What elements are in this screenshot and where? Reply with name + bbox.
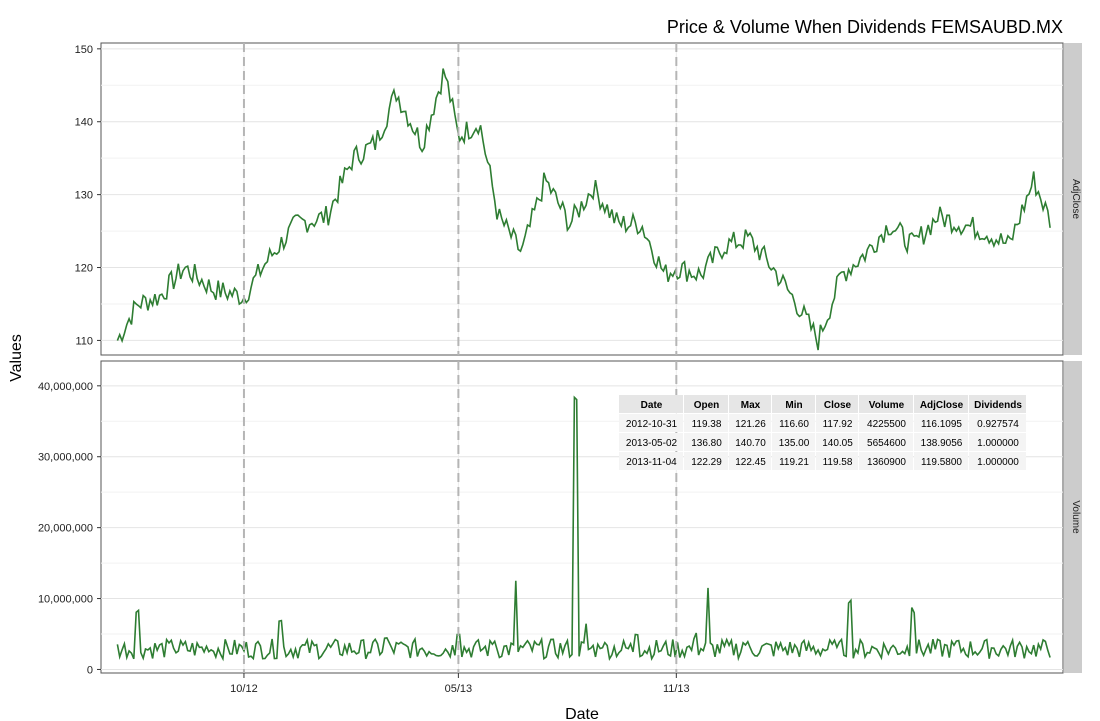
- table-cell-bg: [816, 452, 858, 470]
- volume-line: [116, 395, 1051, 662]
- y-tick-label: 20,000,000: [38, 523, 93, 535]
- x-tick-label: 11/13: [663, 683, 690, 695]
- dividends-table: Date 2012-10-31 2013-05-02 2013-11-04 Open 11…: [619, 395, 1026, 470]
- table-cell-bg: [859, 414, 913, 432]
- table-cell: 140.05: [822, 438, 853, 449]
- table-header-date: Date: [641, 400, 663, 411]
- y-tick-label: 40,000,000: [38, 381, 93, 393]
- table-cell: 138.9056: [921, 438, 963, 449]
- table-cell: 1360900: [867, 457, 906, 468]
- table-cell: 4225500: [867, 419, 906, 430]
- table-cell: 2012-10-31: [626, 419, 678, 430]
- table-cell: 2013-11-04: [626, 457, 677, 468]
- table-cell: 121.26: [735, 419, 766, 430]
- table-cell-bg: [729, 433, 771, 451]
- table-header-cell: [914, 395, 968, 413]
- table-cell: 119.5800: [921, 457, 962, 468]
- table-header-cell: [619, 395, 683, 413]
- table-cell-bg: [859, 452, 913, 470]
- table-cell-bg: [772, 414, 815, 432]
- table-cell-bg: [729, 414, 771, 432]
- y-tick-label: 10,000,000: [38, 594, 93, 606]
- table-header-cell: [816, 395, 858, 413]
- adjclose-panel: 110 120 130 140 150 AdjClose: [75, 42, 1082, 356]
- y-tick-label: 140: [75, 117, 93, 129]
- table-header-cell: [772, 395, 815, 413]
- table-cell: 136.80: [691, 438, 722, 449]
- table-cell-bg: [619, 414, 683, 432]
- panel-strip-label: Volume: [1070, 500, 1081, 534]
- y-tick-label: 30,000,000: [38, 452, 93, 464]
- table-header-adjclose: AdjClose: [920, 400, 964, 411]
- panel-strip: [1064, 361, 1082, 673]
- table-header-open: Open: [694, 400, 720, 411]
- table-header-cell: [859, 395, 913, 413]
- adjclose-line: [116, 68, 1051, 351]
- table-cell: 5654600: [867, 438, 906, 449]
- table-cell: 119.38: [692, 419, 722, 430]
- table-cell-bg: [859, 433, 913, 451]
- x-axis: 10/12 05/13 11/13: [230, 673, 690, 695]
- table-cell-bg: [914, 433, 968, 451]
- table-cell: 116.1095: [921, 419, 962, 430]
- table-cell: 117.92: [823, 419, 853, 430]
- x-axis-label: Date: [565, 706, 599, 721]
- y-tick-label: 150: [75, 44, 93, 56]
- y-tick-label: 130: [75, 190, 93, 202]
- y-tick-label: 0: [87, 664, 93, 676]
- panel-strip: [1064, 43, 1082, 355]
- x-tick-label: 05/13: [445, 683, 473, 695]
- table-cell-bg: [729, 452, 771, 470]
- table-header-dividends: Dividends: [974, 400, 1022, 411]
- table-cell-bg: [684, 452, 728, 470]
- table-cell-bg: [772, 452, 815, 470]
- dividend-markers: [242, 43, 678, 673]
- table-cell: 2013-05-02: [626, 438, 678, 449]
- panel-strip-label: AdjClose: [1070, 179, 1081, 219]
- y-tick-label: 120: [75, 263, 93, 275]
- table-header-volume: Volume: [869, 400, 905, 411]
- table-cell: 122.45: [735, 457, 766, 468]
- table-cell: 135.00: [779, 438, 810, 449]
- table-cell-bg: [619, 433, 683, 451]
- table-cell-bg: [684, 414, 728, 432]
- table-cell-bg: [914, 452, 968, 470]
- table-cell-bg: [969, 452, 1026, 470]
- table-cell: 122.29: [691, 457, 722, 468]
- table-cell: 119.21: [779, 457, 809, 468]
- table-header-cell: [684, 395, 728, 413]
- table-header-max: Max: [741, 400, 761, 411]
- table-cell-bg: [619, 452, 683, 470]
- table-cell-bg: [969, 414, 1026, 432]
- table-header-cell: [969, 395, 1026, 413]
- y-tick-label: 110: [75, 335, 93, 347]
- table-cell-bg: [914, 414, 968, 432]
- table-cell: 119.58: [823, 457, 853, 468]
- table-header-cell: [729, 395, 771, 413]
- table-header-close: Close: [824, 400, 852, 411]
- table-cell: 140.70: [735, 438, 766, 449]
- y-axis-label: Values: [8, 334, 25, 382]
- table-cell-bg: [816, 414, 858, 432]
- table-cell-bg: [816, 433, 858, 451]
- table-cell-bg: [772, 433, 815, 451]
- table-cell: 116.60: [779, 419, 809, 430]
- table-cell: 1.000000: [977, 457, 1019, 468]
- table-cell-bg: [684, 433, 728, 451]
- table-cell-bg: [969, 433, 1026, 451]
- table-cell: 0.927574: [977, 419, 1019, 430]
- chart-title: Price & Volume When Dividends FEMSAUBD.M…: [667, 17, 1063, 37]
- table-header-min: Min: [785, 400, 802, 411]
- plot-area: [100, 42, 1064, 356]
- x-tick-label: 10/12: [230, 683, 258, 695]
- table-cell: 1.000000: [977, 438, 1019, 449]
